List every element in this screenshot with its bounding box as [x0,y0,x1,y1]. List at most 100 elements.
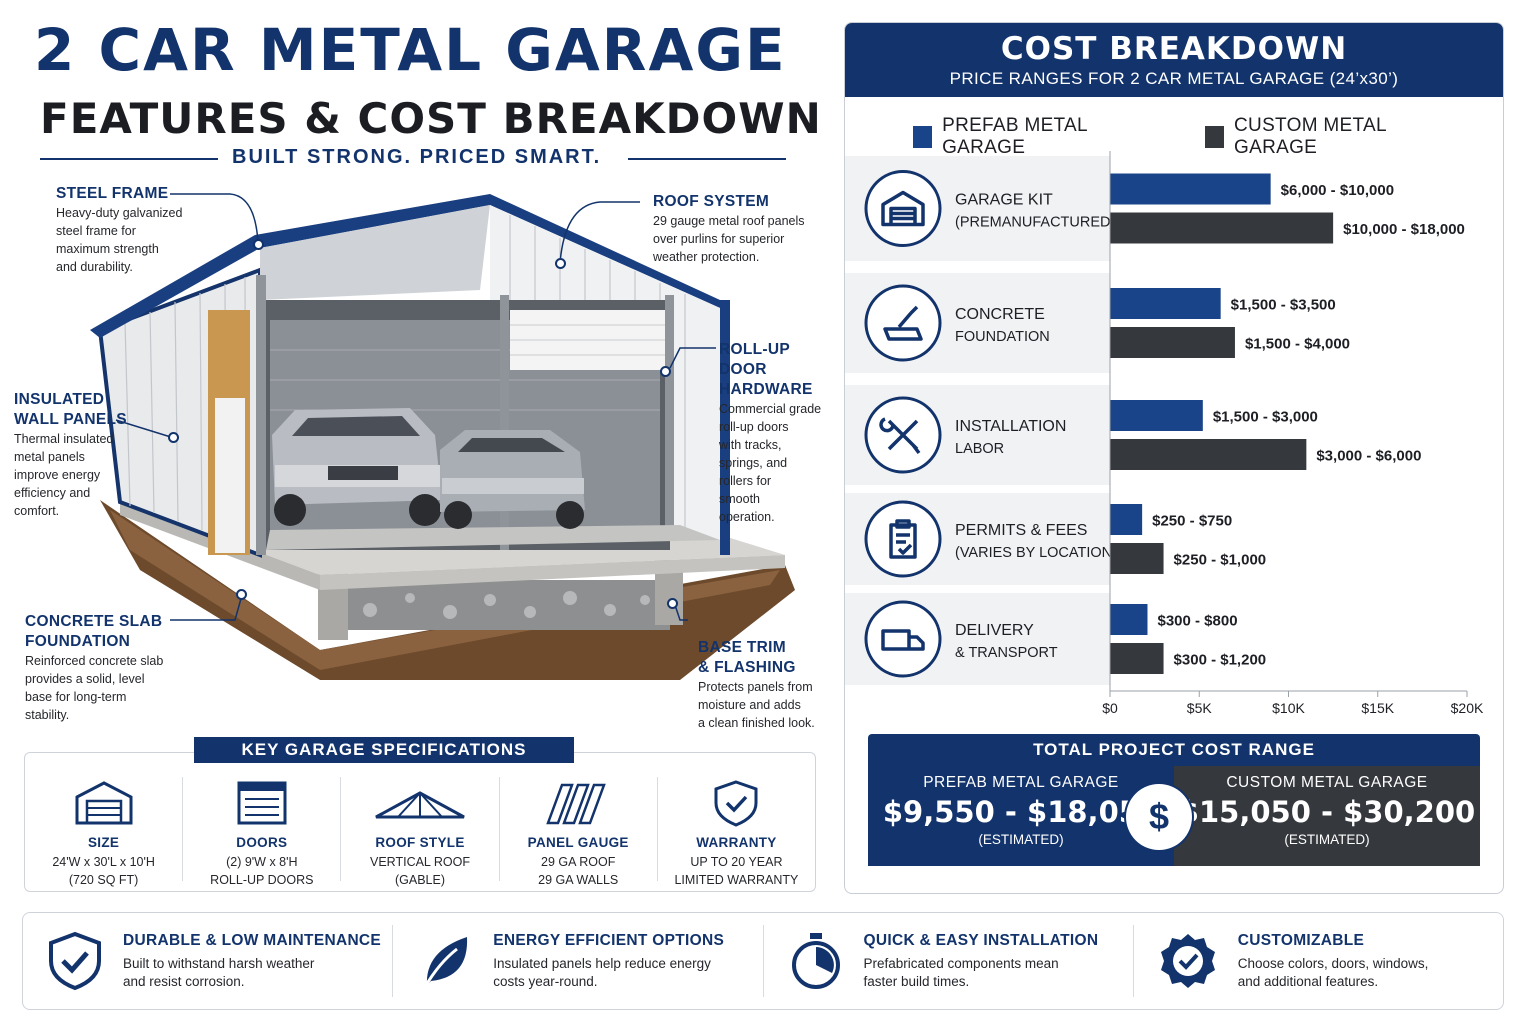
callout-steel-frame: STEEL FRAME Heavy-duty galvanized steel … [56,184,226,276]
benefit-desc: Insulated panels help reduce energy cost… [493,955,711,989]
callout-base-trim: BASE TRIM & FLASHING Protects panels fro… [698,638,838,732]
bar-label-prefab: $300 - $800 [1157,613,1237,630]
x-tick-label: $15K [1361,700,1394,716]
callout-dot-roof [555,258,566,269]
bar-custom [1110,543,1164,574]
bar-label-prefab: $1,500 - $3,000 [1213,409,1318,426]
spec-value: (2) 9'W x 8'H ROLL-UP DOORS [210,855,314,887]
callout-rollup-door: ROLL-UP DOOR HARDWARE Commercial grade r… [719,340,839,526]
legend-swatch-custom [1204,126,1225,148]
total-custom-label: CUSTOM METAL GARAGE [1226,774,1428,791]
legend-prefab: PREFAB METAL GARAGE [913,115,1145,159]
bar-prefab [1110,288,1221,319]
total-prefab-value: $9,550 - $18,050 [882,795,1160,829]
bar-custom [1110,327,1235,358]
tagline: BUILT STRONG. PRICED SMART. [232,146,602,168]
bar-label-custom: $300 - $1,200 [1174,652,1267,669]
category-sublabel: & TRANSPORT [955,645,1058,661]
spec-panel-gauge: PANEL GAUGE 29 GA ROOF 29 GA WALLS [500,777,658,887]
garage-illustration [90,193,795,680]
bar-label-custom: $10,000 - $18,000 [1343,221,1465,238]
legend-label: PREFAB METAL GARAGE [942,115,1088,158]
spec-label: DOORS [236,835,288,850]
benefits-strip: DURABLE & LOW MAINTENANCE Built to withst… [22,912,1504,1010]
benefit-title: CUSTOMIZABLE [1237,931,1365,949]
tagline-rule-left [40,158,218,160]
bar-label-prefab: $250 - $750 [1152,513,1232,530]
cost-title: COST BREAKDOWN [1000,31,1348,67]
spec-value: 29 GA ROOF 29 GA WALLS [538,855,619,887]
total-prefab-label: PREFAB METAL GARAGE [923,774,1119,791]
cost-bar-chart: GARAGE KIT (PREMANUFACTURED) $6,000 - $10,… [845,151,1484,716]
bar-custom [1110,643,1164,674]
spec-roof-style: ROOF STYLE VERTICAL ROOF (GABLE) [341,777,500,887]
shield-check-icon [714,780,758,827]
spec-label: PANEL GAUGE [527,835,629,850]
category-label: DELIVERY [955,622,1034,639]
suv-illustration [272,408,443,526]
spec-label: SIZE [87,835,120,850]
total-cost-box: TOTAL PROJECT COST RANGE PREFAB METAL GA… [868,734,1480,866]
callout-title: ROOF SYSTEM [653,193,770,210]
leaf-icon [423,937,468,988]
page-title: 2 CAR METAL GARAGE [34,16,787,84]
benefit-quick-install: QUICK & EASY INSTALLATION Prefabricated c… [764,925,1134,997]
callout-insulated-panels: INSULATED WALL PANELS Thermal insulated … [14,390,134,520]
callout-title: STEEL FRAME [56,185,169,202]
bar-label-custom: $1,500 - $4,000 [1245,336,1350,353]
benefit-desc: Built to withstand harsh weather and res… [123,955,315,989]
bar-prefab [1110,504,1143,535]
benefit-desc: Prefabricated components mean faster bui… [863,955,1059,989]
callout-desc: Reinforced concrete slab provides a soli… [25,654,164,722]
cost-header: COST BREAKDOWN PRICE RANGES FOR 2 CAR ME… [845,23,1503,97]
spec-label: WARRANTY [696,835,777,850]
spec-warranty: WARRANTY UP TO 20 YEAR LIMITED WARRANTY [658,777,815,887]
benefit-title: DURABLE & LOW MAINTENANCE [123,931,382,949]
legend-label: CUSTOM METAL GARAGE [1234,115,1387,158]
bar-custom [1110,439,1307,470]
roof-truss-icon [375,791,465,819]
bar-label-custom: $250 - $1,000 [1174,552,1267,569]
spec-value: 24'W x 30'L x 10'H (720 SQ FT) [52,855,155,887]
trowel-icon [883,305,923,341]
benefit-title: ENERGY EFFICIENT OPTIONS [493,931,725,949]
tagline-rule-right [628,158,786,160]
callout-desc: Heavy-duty galvanized steel frame for ma… [56,206,183,274]
callout-desc: Commercial grade roll-up doors with trac… [719,402,822,524]
rollup-door-icon [237,781,287,825]
total-title: TOTAL PROJECT COST RANGE [868,734,1480,766]
bar-prefab [1110,604,1148,635]
panel-icon [546,783,606,825]
dollar-icon: $ [1126,784,1192,850]
spec-label: ROOF STYLE [375,835,465,850]
legend-custom: CUSTOM METAL GARAGE [1204,115,1443,159]
callout-title: INSULATED WALL PANELS [14,391,127,428]
chart-legend: PREFAB METAL GARAGE CUSTOM METAL GARAGE [913,115,1503,159]
bar-label-custom: $3,000 - $6,000 [1316,448,1421,465]
callout-dot-trim [667,598,678,609]
callout-roof-system: ROOF SYSTEM 29 gauge metal roof panels o… [653,192,833,266]
total-custom: CUSTOM METAL GARAGE $15,050 - $30,200 (E… [1174,766,1480,866]
clipboard-icon [889,519,917,559]
spec-size: SIZE 24'W x 30'L x 10'H (720 SQ FT) [25,777,184,887]
spec-value: VERTICAL ROOF (GABLE) [369,855,471,887]
cost-breakdown-panel: COST BREAKDOWN PRICE RANGES FOR 2 CAR ME… [844,22,1504,894]
bar-custom [1110,212,1334,244]
category-label: CONCRETE [955,306,1045,323]
stopwatch-icon [791,933,840,989]
category-sublabel: (VARIES BY LOCATION) [955,545,1117,561]
x-tick-label: $20K [1451,700,1484,716]
specs-box: SIZE 24'W x 30'L x 10'H (720 SQ FT) DOOR… [24,752,816,892]
sedan-illustration [440,430,585,529]
callout-concrete-slab: CONCRETE SLAB FOUNDATION Reinforced conc… [25,612,205,724]
spec-value: UP TO 20 YEAR LIMITED WARRANTY [674,855,799,887]
category-sublabel: (PREMANUFACTURED) [955,215,1115,231]
x-tick-label: $10K [1272,700,1305,716]
total-custom-estimated: (ESTIMATED) [1284,832,1370,847]
category-label: PERMITS & FEES [955,522,1087,539]
benefit-energy: ENERGY EFFICIENT OPTIONS Insulated panels… [393,925,764,997]
truck-icon [881,629,925,651]
callout-dot-insulated [168,432,179,443]
bar-prefab [1110,400,1203,431]
specs-banner: KEY GARAGE SPECIFICATIONS [194,737,574,763]
